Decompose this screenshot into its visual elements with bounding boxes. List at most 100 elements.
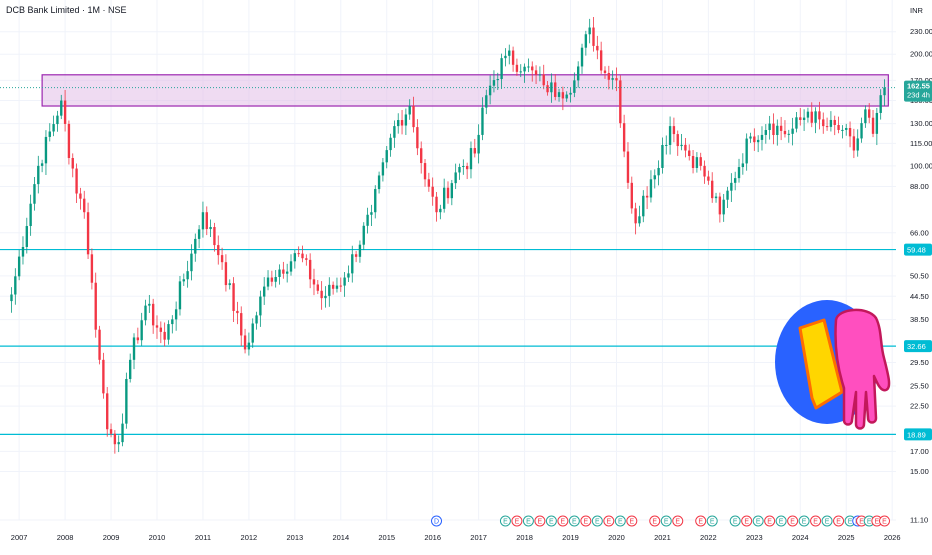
candle xyxy=(768,115,771,140)
candle-body xyxy=(634,208,637,224)
candle-body xyxy=(760,134,764,140)
candle xyxy=(703,160,706,184)
candle-body xyxy=(125,378,128,424)
candle xyxy=(561,86,565,111)
candle-body xyxy=(477,134,480,154)
x-tick-label: 2025 xyxy=(838,533,855,542)
candle xyxy=(787,129,790,143)
candle xyxy=(634,202,637,235)
candle-body xyxy=(397,120,400,127)
x-tick-label: 2019 xyxy=(562,533,579,542)
candle xyxy=(829,111,833,132)
candle xyxy=(155,315,159,339)
earnings-marker-icon xyxy=(752,515,764,527)
candle-body xyxy=(266,277,270,287)
candle xyxy=(714,192,718,203)
candle xyxy=(297,246,300,257)
candle-body xyxy=(213,227,216,246)
candle-body xyxy=(331,284,335,289)
candle-body xyxy=(458,167,461,173)
candle xyxy=(148,294,151,313)
candle xyxy=(745,133,748,171)
candle xyxy=(194,233,197,262)
candle xyxy=(860,117,863,143)
candle-body xyxy=(408,106,411,115)
candle-body xyxy=(366,214,369,226)
candle xyxy=(266,270,270,291)
candle xyxy=(527,58,530,73)
resistance-zone[interactable] xyxy=(41,74,889,107)
x-tick-label: 2009 xyxy=(103,533,120,542)
event-marker: E xyxy=(557,515,569,527)
candle-body xyxy=(860,123,863,139)
event-label: E xyxy=(710,519,715,526)
candle-body xyxy=(186,271,189,280)
time-axis[interactable]: 2007 2008 2009 2010 2011 2012 2013 2014 2015 2016… xyxy=(11,533,901,542)
price-axis[interactable]: 230.00200.00170.00150.00130.00115.00100.… xyxy=(910,27,932,524)
candle-body xyxy=(542,74,545,86)
candle-body xyxy=(573,80,576,93)
candle xyxy=(557,88,561,102)
earnings-marker-icon xyxy=(810,515,822,527)
event-label: E xyxy=(802,519,807,526)
candle-body xyxy=(450,183,454,199)
candle-body xyxy=(10,294,13,302)
candle-body xyxy=(312,279,316,285)
candle xyxy=(163,322,166,347)
candle-body xyxy=(209,227,212,230)
candle-body xyxy=(182,279,185,282)
candle xyxy=(228,279,231,290)
earnings-marker-icon xyxy=(764,515,776,527)
candle xyxy=(818,101,821,130)
sticker-hand-icon xyxy=(834,308,891,430)
candle-body xyxy=(745,138,748,164)
candle xyxy=(492,70,496,93)
candle xyxy=(224,254,228,292)
candle-body xyxy=(599,50,603,71)
earnings-marker-icon xyxy=(660,515,672,527)
candle-body xyxy=(439,208,442,213)
candle-body xyxy=(255,315,258,324)
candle xyxy=(802,109,806,131)
event-label: E xyxy=(698,519,703,526)
candle-body xyxy=(63,100,67,124)
candle xyxy=(523,63,526,83)
candle-body xyxy=(431,186,434,197)
candle-body xyxy=(400,120,404,126)
candle-body xyxy=(868,109,871,118)
candle xyxy=(48,123,51,142)
candle xyxy=(397,113,400,134)
event-marker: E xyxy=(798,515,810,527)
candle-body xyxy=(29,203,32,227)
candle-body xyxy=(615,78,618,81)
candle-body xyxy=(546,85,549,93)
candle-body xyxy=(580,47,584,67)
candle-body xyxy=(354,254,358,257)
candle-body xyxy=(569,92,572,95)
candle-body xyxy=(534,70,538,75)
y-tick-label: 200.00 xyxy=(910,50,932,59)
candle-body xyxy=(787,133,790,135)
candle-body xyxy=(676,134,679,147)
y-tick-label: 100.00 xyxy=(910,161,932,170)
candle xyxy=(481,97,484,141)
y-tick-label: 170.00 xyxy=(910,76,932,85)
candle xyxy=(711,172,714,203)
currency-label: INR xyxy=(910,6,924,15)
candle xyxy=(412,96,415,133)
candle-body xyxy=(217,245,220,256)
candle-body xyxy=(289,261,293,272)
event-label: E xyxy=(813,519,818,526)
candle-body xyxy=(90,254,94,283)
candle xyxy=(439,204,442,220)
candle-body xyxy=(412,106,415,128)
candle-body xyxy=(557,92,561,97)
candle xyxy=(117,435,120,453)
x-tick-label: 2026 xyxy=(884,533,901,542)
candle xyxy=(825,117,829,131)
candle xyxy=(488,75,492,105)
earnings-marker-icon xyxy=(787,515,799,527)
candle xyxy=(661,137,664,174)
candle-body xyxy=(630,182,633,209)
